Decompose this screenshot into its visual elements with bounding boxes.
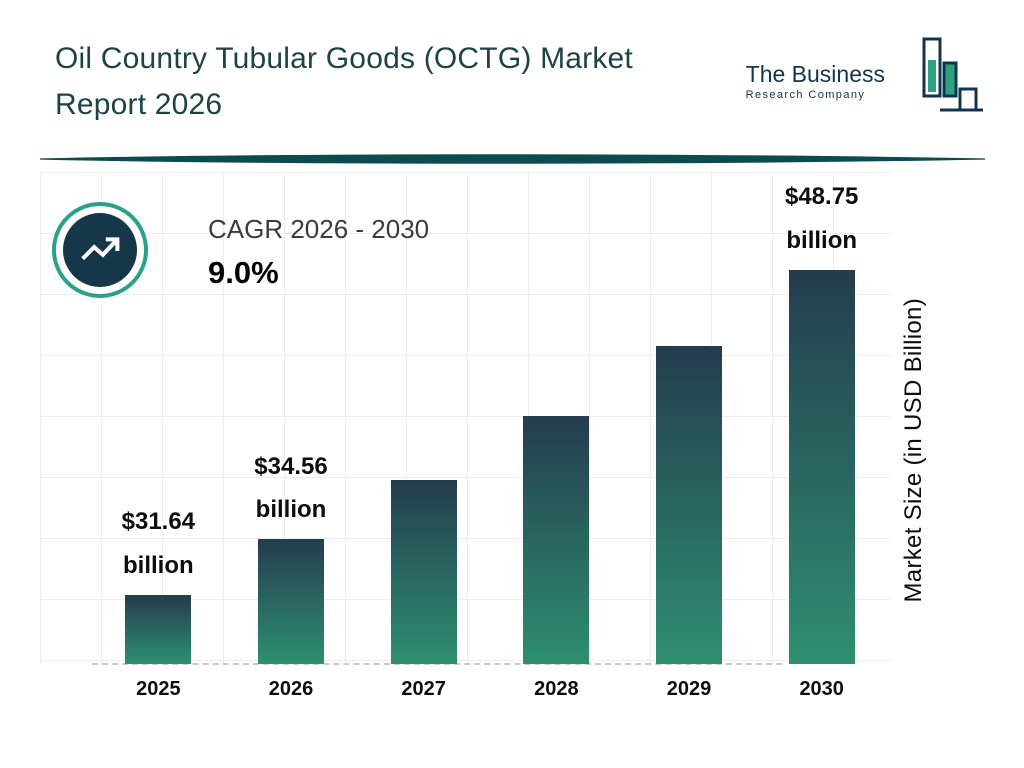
x-axis-baseline xyxy=(92,663,782,665)
page-title: Oil Country Tubular Goods (OCTG) Market … xyxy=(55,42,633,121)
bar-value-label: $48.75 billion xyxy=(785,175,858,261)
cagr-text-block: CAGR 2026 - 2030 9.0% xyxy=(208,214,429,291)
bar-value-label: $31.64 billion xyxy=(122,500,195,586)
cagr-badge-circle xyxy=(63,213,137,287)
bar-2029 xyxy=(656,345,723,664)
header: Oil Country Tubular Goods (OCTG) Market … xyxy=(55,36,986,128)
logo-text: The Business Research Company xyxy=(745,61,885,102)
bars-row: $31.64 billion $34.56 billion $48.75 billion xyxy=(92,172,888,664)
y-axis-label-wrap: Market Size (in USD Billion) xyxy=(900,190,928,710)
x-axis-label-2028: 2028 xyxy=(534,678,579,700)
bar-column-2026: $34.56 billion xyxy=(225,445,358,664)
bar-label-unit: billion xyxy=(786,226,858,254)
bar-column-2030: $48.75 billion xyxy=(755,175,888,664)
bar-2025 xyxy=(125,594,192,664)
y-axis-label: Market Size (in USD Billion) xyxy=(900,297,927,603)
bar-label-unit: billion xyxy=(123,551,194,579)
cagr-value: 9.0% xyxy=(208,255,279,290)
bar-value-label: $34.56 billion xyxy=(254,445,327,531)
bar-2026 xyxy=(258,539,324,664)
bar-column-2029 xyxy=(623,345,756,664)
bar-2028 xyxy=(523,415,590,664)
bar-chart-logo-icon xyxy=(922,37,983,112)
logo-company-subtitle: Research Company xyxy=(745,89,866,102)
x-axis-label-2029: 2029 xyxy=(666,678,712,700)
bar-column-2025: $31.64 billion xyxy=(92,500,225,664)
bar-column-2027 xyxy=(357,480,490,664)
logo-company-name: The Business xyxy=(745,61,885,87)
company-logo: The Business Research Company xyxy=(746,36,986,128)
bar-2027 xyxy=(390,480,457,664)
bar-label-amount: $31.64 xyxy=(121,508,196,536)
bar-2030 xyxy=(788,269,855,664)
trending-up-icon xyxy=(81,237,120,261)
bar-column-2028 xyxy=(490,415,623,664)
x-axis-label-2027: 2027 xyxy=(401,678,446,700)
bar-label-unit: billion xyxy=(255,496,327,524)
divider xyxy=(40,154,985,164)
chart-area: CAGR 2026 - 2030 9.0% $31.64 billion $34.5… xyxy=(40,172,890,665)
x-axis-label-2030: 2030 xyxy=(799,678,844,700)
cagr-label: CAGR 2026 - 2030 xyxy=(208,214,430,244)
x-axis-labels: 2025 2026 2027 2028 2029 2030 xyxy=(92,678,888,701)
bar-label-amount: $34.56 xyxy=(254,453,328,481)
x-axis-label-2026: 2026 xyxy=(268,678,314,700)
bar-label-amount: $48.75 xyxy=(784,183,859,211)
cagr-badge xyxy=(52,202,148,298)
x-axis-label-2025: 2025 xyxy=(136,678,181,700)
